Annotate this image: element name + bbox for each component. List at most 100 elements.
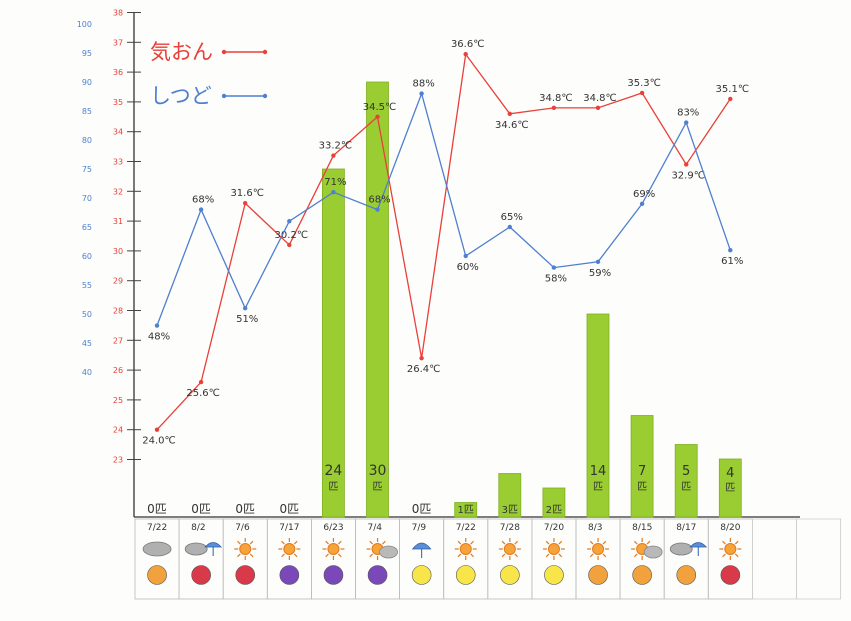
- temperature-data-label: 31.6℃: [230, 188, 264, 199]
- temperature-tick-label: 32: [113, 187, 123, 196]
- temperature-point: [507, 111, 512, 117]
- temperature-data-label: 34.8℃: [583, 93, 617, 104]
- legend-label: しつど: [150, 84, 212, 108]
- temperature-tick-label: 31: [113, 217, 123, 226]
- sunny-cloudy-icon: [366, 538, 398, 560]
- humidity-tick-label: 85: [82, 107, 92, 116]
- bar-label: 7: [638, 464, 646, 479]
- date-label: 7/6: [235, 523, 250, 533]
- humidity-data-label: 58%: [545, 274, 567, 285]
- bar-label: 0匹: [279, 502, 299, 516]
- humidity-data-label: 65%: [501, 212, 523, 223]
- date-label: 7/20: [544, 523, 564, 533]
- cloudy-rain-icon: [184, 542, 223, 556]
- temperature-point: [419, 355, 424, 361]
- humidity-tick-label: 70: [82, 194, 92, 203]
- sunny-icon: [719, 538, 742, 560]
- humidity-data-label: 68%: [368, 195, 390, 206]
- humidity-point: [507, 224, 512, 230]
- bar-label: 5: [682, 464, 690, 479]
- date-label: 8/20: [720, 523, 740, 533]
- humidity-data-label: 61%: [721, 256, 743, 267]
- color-dot: [544, 565, 564, 585]
- temperature-tick-label: 24: [113, 426, 123, 435]
- bar-label-unit: 匹: [637, 482, 647, 493]
- temperature-point: [287, 242, 292, 248]
- temperature-point: [198, 379, 204, 385]
- bar: [674, 444, 698, 518]
- legend-swatch-point: [262, 93, 268, 99]
- humidity-point: [684, 120, 689, 125]
- bar: [718, 458, 742, 518]
- temperature-data-label: 26.4℃: [407, 364, 441, 375]
- color-dot: [191, 565, 211, 585]
- temperature-tick-label: 27: [113, 336, 123, 345]
- bar: [630, 415, 654, 518]
- temperature-point: [551, 105, 557, 111]
- color-dot: [720, 565, 741, 585]
- humidity-data-label: 88%: [412, 79, 434, 90]
- legend-label: 気おん: [150, 40, 213, 64]
- temperature-data-label: 35.3℃: [627, 78, 661, 89]
- temperature-data-label: 25.6℃: [186, 388, 220, 399]
- cloudy-rain-icon: [669, 542, 708, 556]
- temperature-tick-label: 25: [113, 396, 123, 405]
- temperature-tick-label: 35: [113, 98, 123, 107]
- color-dot: [676, 565, 697, 585]
- temperature-tick-label: 29: [113, 277, 123, 286]
- humidity-point: [287, 219, 292, 224]
- color-dot: [147, 565, 167, 585]
- humidity-point: [728, 248, 733, 253]
- bar-label: 30: [369, 463, 387, 479]
- temperature-tick-label: 34: [113, 128, 123, 137]
- sunny-icon: [542, 538, 565, 560]
- color-dot: [588, 565, 608, 585]
- color-dot: [279, 565, 300, 585]
- humidity-point: [595, 259, 601, 264]
- color-dot: [323, 565, 344, 585]
- cloudy-icon: [142, 541, 172, 557]
- legend-swatch-point: [221, 93, 227, 99]
- sunny-icon: [278, 538, 301, 560]
- sunny-icon: [454, 538, 477, 560]
- temperature-tick-label: 23: [113, 456, 123, 465]
- date-label: 8/15: [632, 523, 652, 533]
- temperature-point: [154, 427, 160, 432]
- bar-label: 1匹: [458, 505, 474, 516]
- table-cell-empty: [796, 518, 841, 600]
- sunny-icon: [234, 538, 257, 560]
- humidity-line: [156, 91, 731, 326]
- humidity-point: [243, 306, 248, 311]
- bar-label-unit: 匹: [681, 482, 691, 493]
- temperature-point: [463, 52, 468, 57]
- temperature-tick-label: 38: [113, 9, 123, 18]
- color-dot: [455, 565, 476, 585]
- temperature-data-label: 35.1℃: [716, 84, 750, 95]
- bar-label: 14: [590, 464, 607, 479]
- date-label: 7/17: [279, 523, 299, 533]
- color-dot: [632, 565, 652, 585]
- temperature-data-label: 24.0℃: [142, 436, 176, 447]
- temperature-point: [375, 114, 380, 120]
- color-dot: [411, 565, 432, 585]
- humidity-point: [639, 201, 645, 206]
- humidity-data-label: 83%: [677, 108, 699, 119]
- bar-label: 0匹: [412, 502, 432, 516]
- temperature-data-label: 30.2℃: [275, 230, 309, 241]
- temperature-data-label: 34.8℃: [539, 93, 573, 104]
- humidity-point: [375, 207, 380, 212]
- humidity-tick-label: 100: [77, 20, 92, 29]
- sunny-icon: [498, 538, 521, 560]
- humidity-tick-label: 40: [82, 368, 92, 377]
- color-dot: [500, 565, 520, 585]
- temperature-point: [595, 105, 601, 111]
- temperature-point: [243, 201, 248, 206]
- temperature-tick-label: 26: [113, 366, 123, 375]
- humidity-point: [331, 190, 336, 195]
- temperature-point: [684, 162, 689, 167]
- bar-label-unit: 匹: [593, 482, 603, 493]
- temperature-tick-label: 28: [113, 307, 123, 316]
- temperature-tick-label: 37: [113, 38, 123, 47]
